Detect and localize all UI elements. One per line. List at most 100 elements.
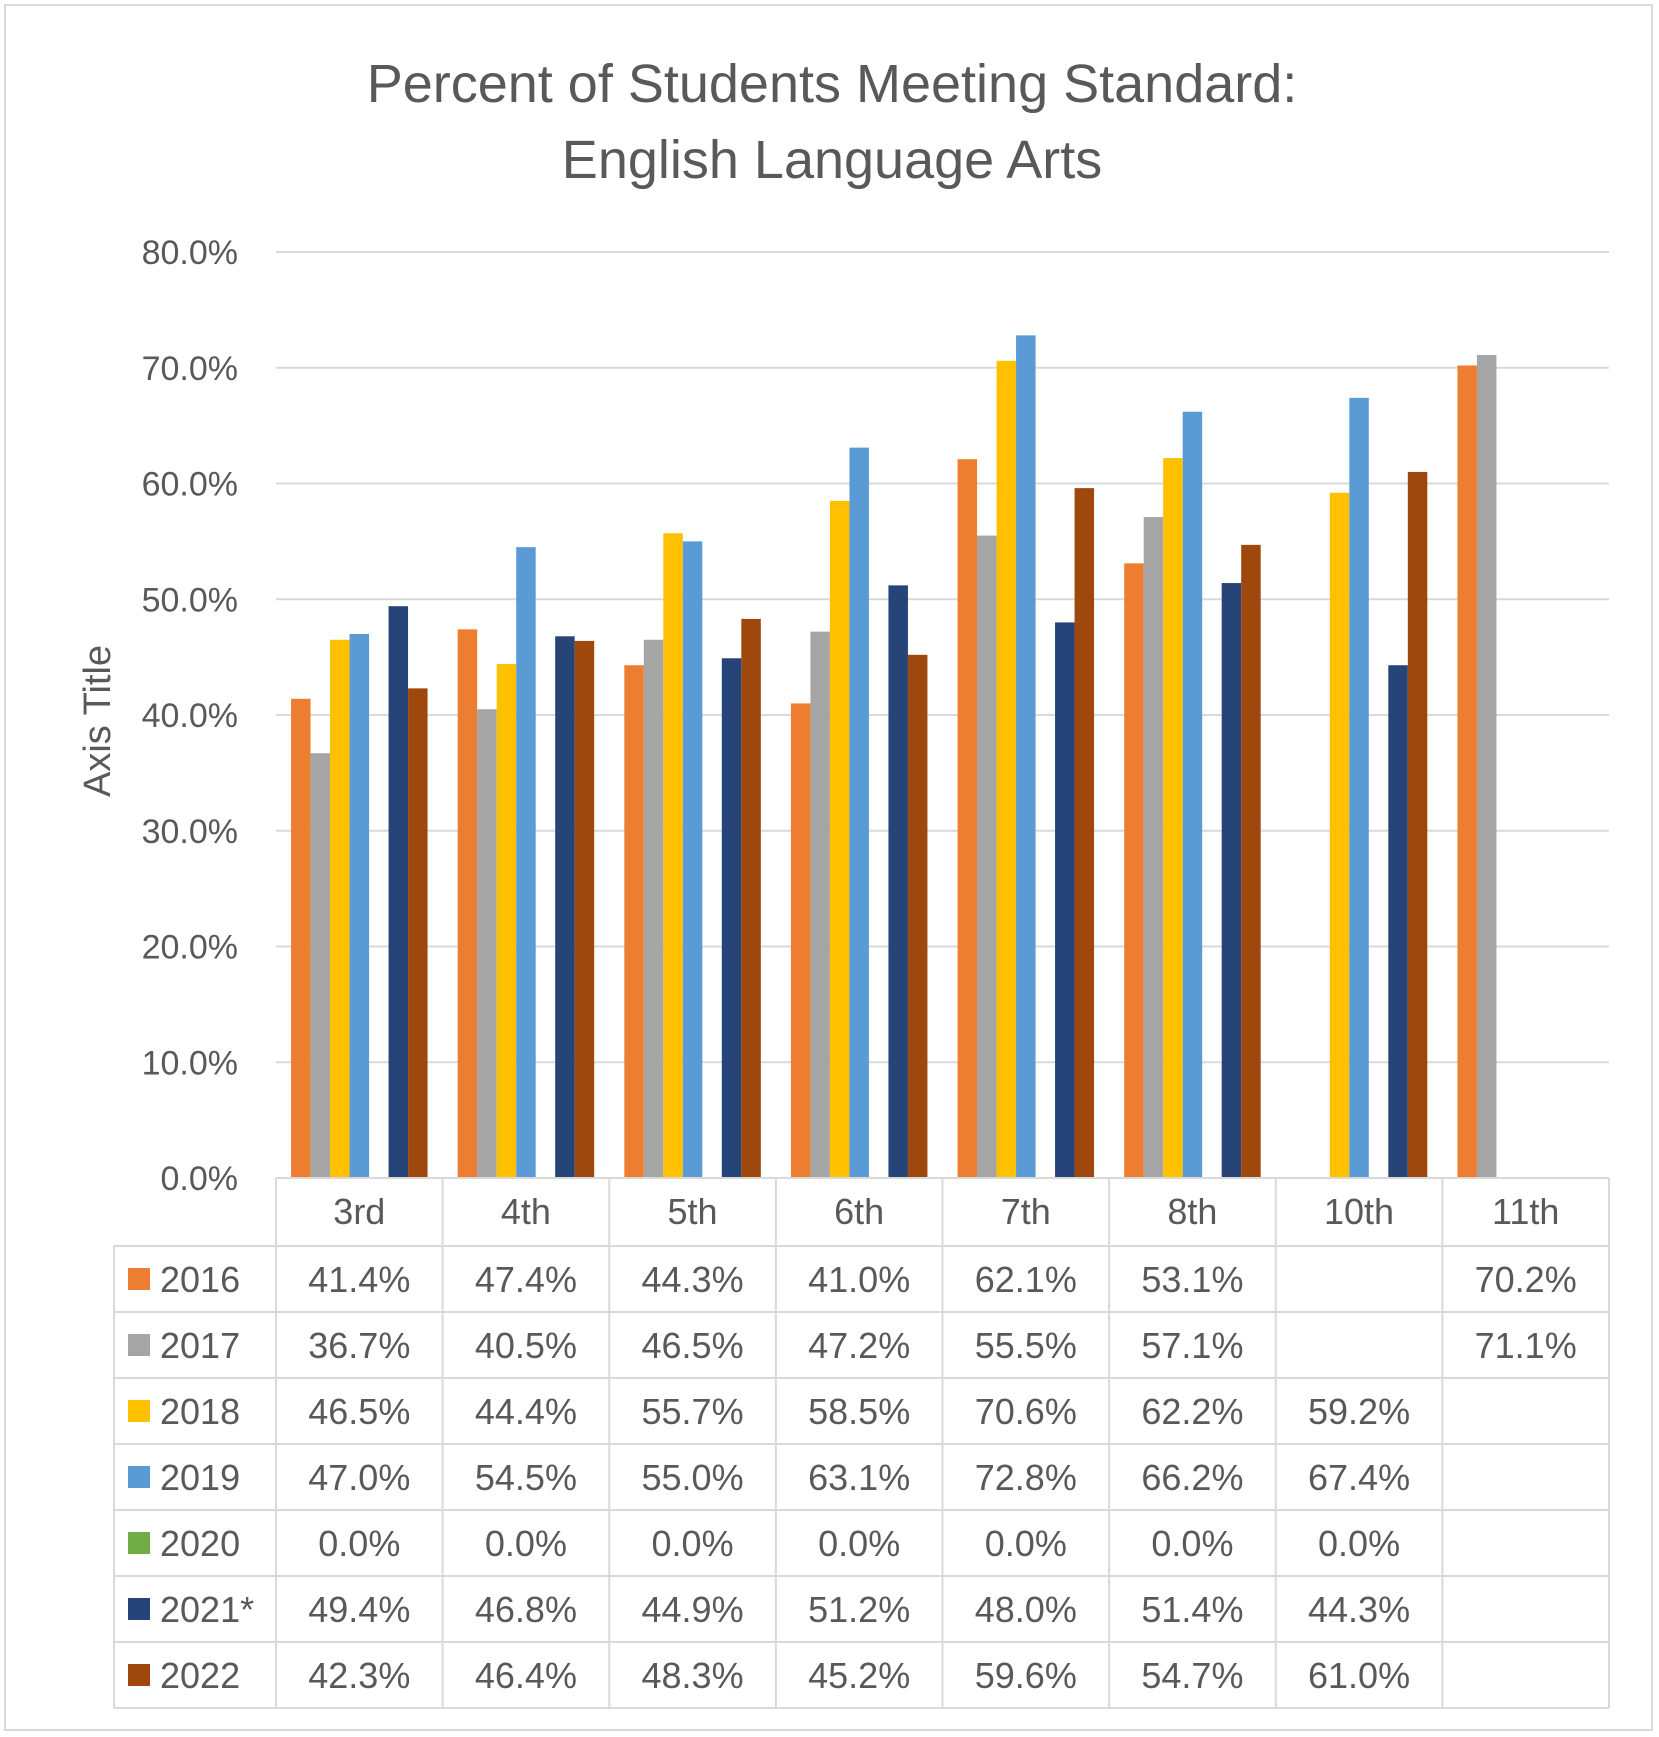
data-table-cell: 0.0%: [1318, 1523, 1400, 1564]
x-category-label: 10th: [1324, 1191, 1394, 1232]
data-table-cell: 41.0%: [808, 1259, 910, 1300]
data-table-cell: 49.4%: [308, 1589, 410, 1630]
bar-2018-5th: [663, 533, 683, 1178]
y-tick-label: 0.0%: [161, 1160, 239, 1198]
data-table-cell: 46.5%: [642, 1325, 744, 1366]
data-table-cell: 45.2%: [808, 1655, 910, 1696]
bar-2019-7th: [1016, 335, 1036, 1179]
data-table-cell: 44.3%: [642, 1259, 744, 1300]
bar-2022-6th: [907, 654, 928, 1178]
data-table-cell: 51.4%: [1141, 1589, 1243, 1630]
legend-label: 2022: [160, 1655, 240, 1696]
data-table-cell: 44.9%: [642, 1589, 744, 1630]
bar-2021-10th: [1388, 665, 1408, 1178]
x-category-label: 4th: [501, 1191, 551, 1232]
chart-frame: Percent of Students Meeting Standard: En…: [4, 4, 1653, 1731]
data-table-cell: 54.5%: [475, 1457, 577, 1498]
legend-label: 2020: [160, 1523, 240, 1564]
bar-2017-3rd: [310, 753, 331, 1178]
bar-2017-7th: [977, 535, 997, 1178]
bar-2022-8th: [1241, 544, 1261, 1178]
data-table-cell: 48.3%: [642, 1655, 744, 1696]
data-table-cell: 46.8%: [475, 1589, 577, 1630]
y-axis-ticks: 0.0% 10.0% 20.0% 30.0% 40.0% 50.0% 60.0% 70.0% 8…: [142, 234, 238, 1198]
bar-2022-4th: [574, 640, 595, 1178]
x-category-label: 6th: [834, 1191, 884, 1232]
data-table-cell: 70.2%: [1475, 1259, 1577, 1300]
bar-2021-6th: [888, 585, 908, 1178]
y-tick-label: 30.0%: [142, 813, 238, 851]
bar-2021-7th: [1055, 622, 1075, 1178]
data-table-cell: 55.0%: [642, 1457, 744, 1498]
bar-2019-6th: [849, 447, 869, 1178]
data-table-cell: 54.7%: [1141, 1655, 1243, 1696]
legend-key-2019: [128, 1466, 150, 1488]
data-table-cell: 0.0%: [985, 1523, 1067, 1564]
y-tick-label: 20.0%: [142, 929, 238, 967]
legend-key-2021: [128, 1598, 150, 1620]
data-table: 3rd 4th 5th 6th 7th 8th 10th 11th 2016 41.4% 47.4%…: [113, 1177, 1610, 1709]
legend-key-2020: [128, 1532, 150, 1554]
chart-subtitle: English Language Arts: [562, 130, 1102, 190]
bar-2017-4th: [477, 709, 497, 1178]
data-table-cell: 46.4%: [475, 1655, 577, 1696]
y-tick-label: 50.0%: [142, 581, 238, 619]
data-table-cell: 58.5%: [808, 1391, 910, 1432]
legend-label: 2017: [160, 1325, 240, 1366]
y-axis-title: Axis Title: [77, 645, 119, 797]
data-table-cell: 55.7%: [642, 1391, 744, 1432]
data-table-cell: 53.1%: [1141, 1259, 1243, 1300]
bar-2019-4th: [516, 547, 536, 1178]
x-category-label: 8th: [1167, 1191, 1217, 1232]
data-table-cell: 47.0%: [308, 1457, 410, 1498]
data-table-cell: 47.4%: [475, 1259, 577, 1300]
data-table-cell: 59.6%: [975, 1655, 1077, 1696]
bar-2019-10th: [1349, 397, 1369, 1179]
data-table-cell: 55.5%: [975, 1325, 1077, 1366]
legend-label: 2019: [160, 1457, 240, 1498]
bar-2016-3rd: [291, 698, 311, 1178]
legend-label: 2016: [160, 1259, 240, 1300]
bar-2021-5th: [721, 658, 742, 1178]
data-table-cell: 40.5%: [475, 1325, 577, 1366]
data-table-cell: 67.4%: [1308, 1457, 1410, 1498]
bar-2022-7th: [1074, 488, 1095, 1178]
bar-2022-5th: [741, 618, 761, 1178]
bar-2018-10th: [1329, 492, 1350, 1178]
y-tick-label: 40.0%: [142, 697, 238, 735]
y-tick-label: 60.0%: [142, 466, 238, 504]
legend-key-2018: [128, 1400, 150, 1422]
bar-2019-5th: [682, 541, 703, 1178]
data-table-cell: 0.0%: [318, 1523, 400, 1564]
bar-2021-4th: [555, 636, 575, 1178]
legend-key-2016: [128, 1268, 150, 1290]
data-table-cell: 0.0%: [818, 1523, 900, 1564]
bar-2021-8th: [1221, 583, 1242, 1178]
legend-key-2017: [128, 1334, 150, 1356]
data-table-cell: 63.1%: [808, 1457, 910, 1498]
bar-2019-8th: [1182, 411, 1203, 1178]
bar-2018-8th: [1163, 458, 1183, 1178]
bars: [291, 335, 1497, 1179]
bar-2016-6th: [790, 703, 811, 1178]
data-table-cell: 44.4%: [475, 1391, 577, 1432]
data-table-cell: 61.0%: [1308, 1655, 1410, 1696]
data-table-cell: 62.1%: [975, 1259, 1077, 1300]
legend-key-2022: [128, 1664, 150, 1686]
data-table-cell: 0.0%: [1151, 1523, 1233, 1564]
bar-2017-11th: [1476, 355, 1497, 1179]
bar-2016-5th: [624, 665, 644, 1178]
bar-2018-6th: [829, 500, 850, 1178]
bar-2022-3rd: [408, 688, 428, 1178]
y-tick-label: 80.0%: [142, 234, 238, 272]
data-table-cell: 62.2%: [1141, 1391, 1243, 1432]
bar-2019-3rd: [349, 633, 370, 1178]
data-table-cell: 66.2%: [1141, 1457, 1243, 1498]
bar-2016-8th: [1124, 563, 1144, 1178]
data-table-cell: 46.5%: [308, 1391, 410, 1432]
chart-svg: Percent of Students Meeting Standard: En…: [77, 54, 1610, 1709]
data-table-cell: 0.0%: [652, 1523, 734, 1564]
bar-2022-10th: [1407, 471, 1428, 1178]
bar-2018-7th: [996, 360, 1017, 1178]
data-table-cell: 44.3%: [1308, 1589, 1410, 1630]
